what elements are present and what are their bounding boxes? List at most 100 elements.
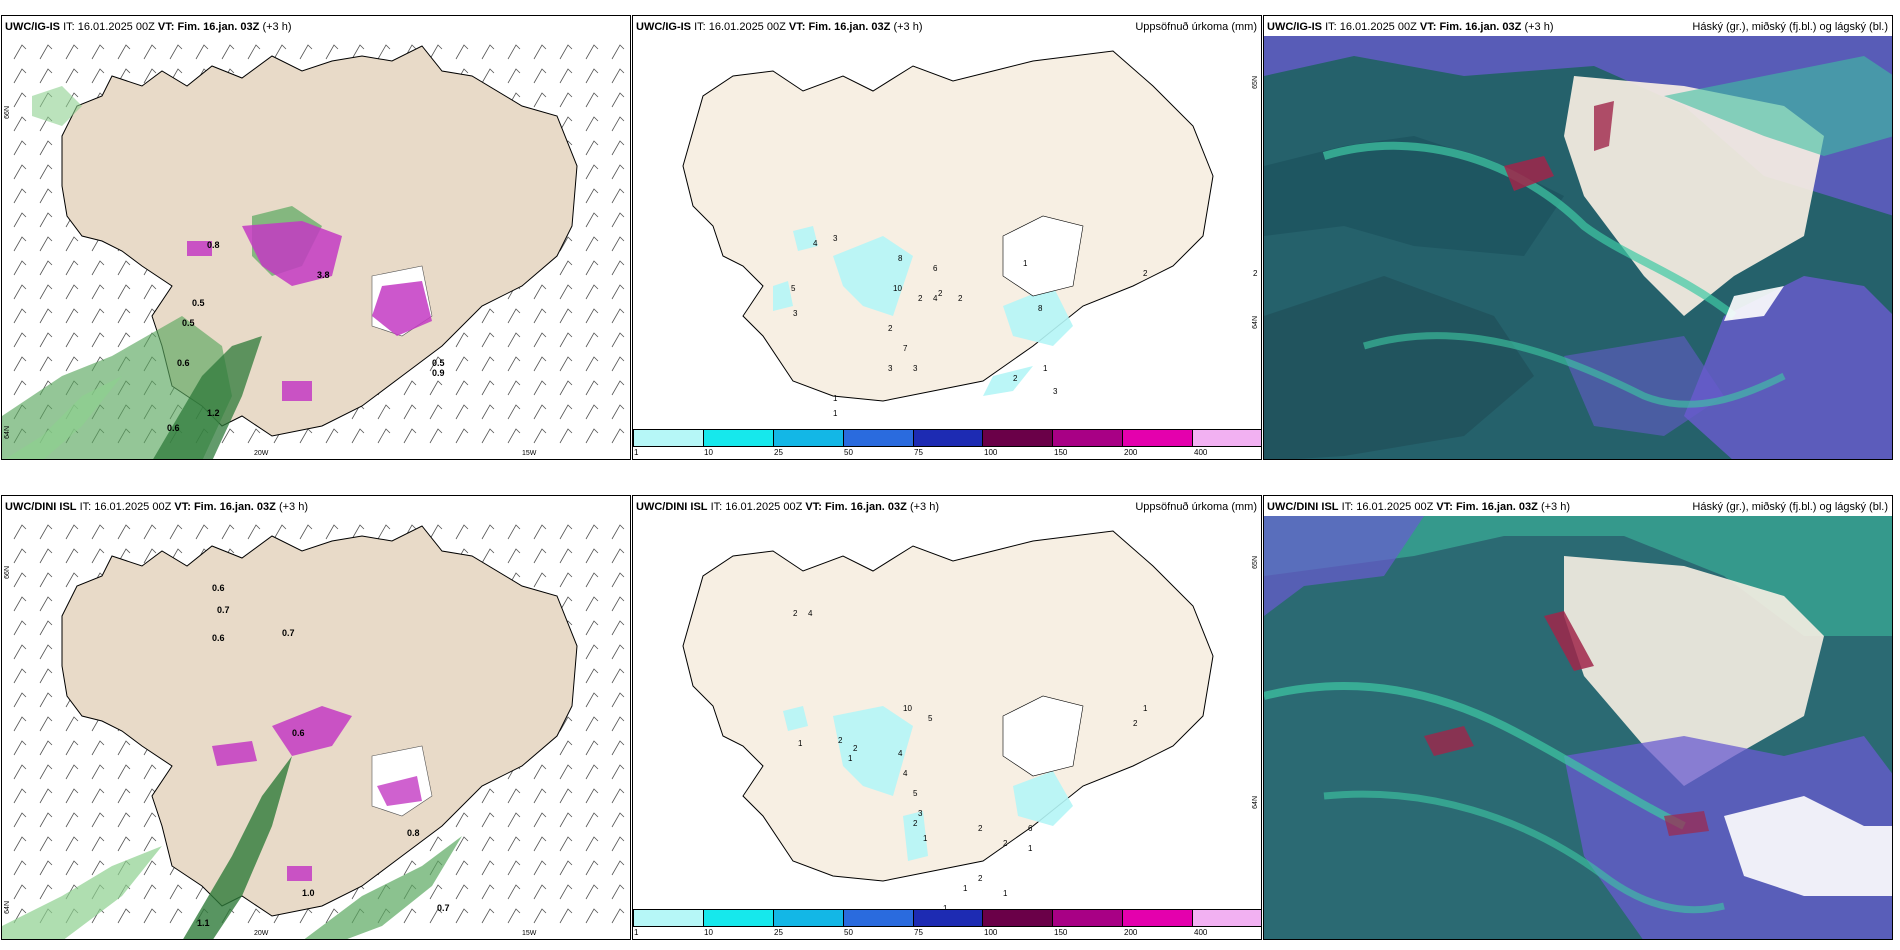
wind-barb bbox=[585, 908, 599, 924]
wind-barb bbox=[507, 524, 521, 540]
colorbar-tick-label: 25 bbox=[774, 928, 783, 937]
wind-barb bbox=[403, 404, 417, 420]
cloud-panel-top: UWC/IG-IS IT: 16.01.2025 00Z VT: Fim. 16… bbox=[1263, 15, 1893, 460]
wind-barb bbox=[585, 596, 599, 612]
colorbar-tick-label: 400 bbox=[1194, 928, 1208, 937]
wind-barb bbox=[403, 860, 417, 876]
it-label: IT: bbox=[79, 501, 92, 513]
precip-value-label: 4 bbox=[898, 749, 903, 758]
wind-barb bbox=[39, 332, 53, 348]
wind-barb bbox=[533, 404, 547, 420]
wind-barb bbox=[559, 116, 573, 132]
wind-barb bbox=[247, 428, 261, 444]
wind-barb bbox=[13, 692, 27, 708]
wind-barb bbox=[65, 740, 79, 756]
wind-barb bbox=[507, 44, 521, 60]
colorbar-ticks: 1 10 25 50 75 100 150 200 400 bbox=[633, 447, 1261, 459]
wind-barb bbox=[559, 764, 573, 780]
wind-barb bbox=[65, 308, 79, 324]
wind-barb bbox=[65, 44, 79, 60]
wind-barb bbox=[91, 788, 105, 804]
wind-barb bbox=[481, 332, 495, 348]
precip-value-label: 6 bbox=[1028, 824, 1033, 833]
wind-barb bbox=[91, 68, 105, 84]
wind-barb bbox=[65, 812, 79, 828]
wind-barb bbox=[39, 860, 53, 876]
wind-barb bbox=[299, 524, 313, 540]
colorbar-ticks: 1 10 25 50 75 100 150 200 400 bbox=[633, 927, 1261, 939]
wind-barb bbox=[611, 836, 625, 852]
wind-barb bbox=[117, 284, 131, 300]
wind-barb bbox=[481, 356, 495, 372]
wind-barb bbox=[507, 812, 521, 828]
wind-barb bbox=[611, 284, 625, 300]
wind-barb bbox=[559, 908, 573, 924]
wind-barb bbox=[429, 380, 443, 396]
wind-barb bbox=[429, 908, 443, 924]
wind-barb bbox=[611, 140, 625, 156]
wind-barb bbox=[91, 860, 105, 876]
wind-value-label: 1.2 bbox=[207, 408, 220, 418]
wind-barb bbox=[585, 188, 599, 204]
wind-value-label: 0.7 bbox=[437, 903, 450, 913]
wind-barb bbox=[611, 812, 625, 828]
wind-barb bbox=[195, 524, 209, 540]
wind-barb bbox=[611, 764, 625, 780]
colorbar-swatch bbox=[1193, 429, 1261, 447]
wind-barb bbox=[403, 908, 417, 924]
wind-barb bbox=[507, 404, 521, 420]
wind-barb bbox=[611, 260, 625, 276]
wind-barb bbox=[611, 356, 625, 372]
wind-barb bbox=[143, 812, 157, 828]
wind-barb bbox=[585, 116, 599, 132]
wind-barb bbox=[507, 860, 521, 876]
wind-barb bbox=[39, 764, 53, 780]
wind-barb bbox=[481, 860, 495, 876]
precip-value-label: 4 bbox=[903, 769, 908, 778]
wind-barb bbox=[65, 716, 79, 732]
wind-value-label: 0.5 bbox=[432, 358, 445, 368]
wind-barb bbox=[455, 404, 469, 420]
precip-colorbar bbox=[633, 429, 1261, 447]
model-name: UWC/IG-IS bbox=[5, 21, 60, 33]
wind-barb bbox=[39, 812, 53, 828]
wind-barb bbox=[143, 284, 157, 300]
colorbar-swatch bbox=[773, 909, 844, 927]
wind-barb bbox=[13, 92, 27, 108]
lead-time: (+3 h) bbox=[893, 21, 923, 33]
precip-value-label: 2 bbox=[978, 874, 983, 883]
precip-value-label: 2 bbox=[1143, 269, 1148, 278]
wind-barb bbox=[39, 524, 53, 540]
colorbar-tick-label: 75 bbox=[914, 448, 923, 457]
wind-barb bbox=[91, 308, 105, 324]
wind-barb bbox=[455, 44, 469, 60]
wind-barb bbox=[481, 548, 495, 564]
wind-barb bbox=[91, 836, 105, 852]
wind-barb bbox=[221, 428, 235, 444]
wind-barb bbox=[585, 236, 599, 252]
wind-barb bbox=[13, 188, 27, 204]
wind-barb bbox=[611, 548, 625, 564]
cloud-title: Háský (gr.), miðský (fj.bl.) og lágský (… bbox=[1692, 21, 1888, 33]
wind-barb bbox=[585, 92, 599, 108]
wind-barb bbox=[481, 524, 495, 540]
wind-barb bbox=[91, 548, 105, 564]
wind-barb bbox=[143, 548, 157, 564]
wind-barb bbox=[533, 308, 547, 324]
wind-barb bbox=[221, 44, 235, 60]
wind-barb bbox=[611, 596, 625, 612]
colorbar-swatch bbox=[1193, 909, 1261, 927]
wind-barb bbox=[611, 308, 625, 324]
wind-barb bbox=[377, 404, 391, 420]
wind-barb bbox=[65, 524, 79, 540]
wind-value-label: 0.6 bbox=[167, 423, 180, 433]
wind-barb bbox=[247, 908, 261, 924]
precip-value-label: 2 bbox=[958, 294, 963, 303]
wind-barb bbox=[91, 332, 105, 348]
wind-barb bbox=[559, 884, 573, 900]
wind-barb bbox=[611, 212, 625, 228]
colorbar-tick-label: 150 bbox=[1054, 448, 1068, 457]
wind-barb bbox=[611, 116, 625, 132]
colorbar-tick-label: 75 bbox=[914, 928, 923, 937]
wind-barb bbox=[13, 116, 27, 132]
